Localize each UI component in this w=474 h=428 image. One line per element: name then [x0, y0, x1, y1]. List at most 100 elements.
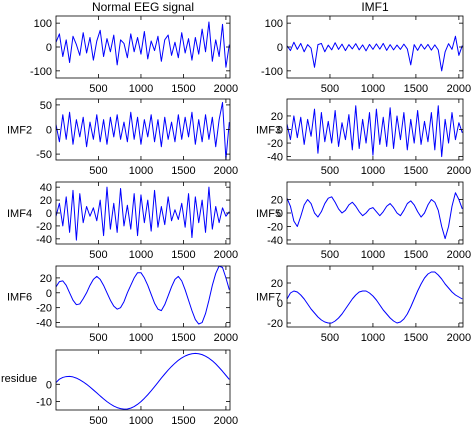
axes-frame [286, 181, 464, 245]
y-tick-label: 20 [271, 195, 283, 207]
y-tick-label: 20 [40, 195, 52, 207]
x-tick-label: 1500 [171, 83, 195, 95]
y-tick-label: 0 [277, 42, 283, 54]
y-tick-label: -20 [36, 303, 52, 315]
panel-9: 500 1000 1500 2000 0 -10 residue [1, 349, 238, 427]
y-tick-label: -50 [36, 149, 52, 161]
series-line [56, 101, 230, 160]
x-tick-label: 1500 [404, 165, 428, 177]
y-tick-label: 0 [46, 288, 52, 300]
y-tick-label: -40 [267, 235, 283, 247]
y-tick-label: 0 [277, 298, 283, 310]
x-tick-label: 1000 [361, 332, 385, 344]
x-tick-label: 1000 [361, 165, 385, 177]
panel-ylabel: IMF2 [7, 125, 32, 137]
series-line [56, 186, 230, 241]
y-tick-label: 0 [277, 125, 283, 137]
x-tick-label: 1500 [171, 332, 195, 344]
x-tick-label: 1500 [171, 165, 195, 177]
series-line [287, 192, 463, 240]
y-tick-label: 100 [265, 18, 283, 30]
panel-ylabel: IMF4 [7, 208, 32, 220]
y-tick-label: 100 [34, 18, 52, 30]
series-line [287, 271, 463, 324]
y-tick-label: 50 [40, 100, 52, 112]
x-tick-label: 1000 [361, 83, 385, 95]
y-tick-label: 0 [277, 208, 283, 220]
y-tick-label: 20 [40, 273, 52, 285]
panel-7: 500 1000 1500 2000 20 0 -20 -40 IMF6 [7, 265, 238, 344]
x-tick-label: 2000 [447, 83, 471, 95]
panel-title: IMF1 [361, 0, 389, 14]
y-tick-label: -20 [267, 318, 283, 330]
y-tick-label: -100 [30, 66, 52, 78]
x-tick-label: 500 [321, 332, 339, 344]
x-tick-label: 1500 [404, 83, 428, 95]
x-tick-label: 500 [89, 165, 107, 177]
y-tick-label: 0 [46, 125, 52, 137]
x-tick-label: 2000 [447, 332, 471, 344]
panel-ylabel: IMF5 [256, 208, 281, 220]
x-tick-label: 1000 [361, 249, 385, 261]
x-tick-label: 2000 [214, 332, 238, 344]
x-tick-label: 1000 [129, 415, 153, 427]
x-tick-label: 1000 [129, 332, 153, 344]
y-tick-label: -20 [267, 221, 283, 233]
x-tick-label: 1000 [129, 83, 153, 95]
panel-4: 500 1000 1500 2000 20 0-20 -40 IMF3 [256, 98, 471, 177]
panel-8: 500 1000 1500 2000 20 0 -20 IMF7 [256, 265, 471, 344]
series-line [56, 21, 230, 68]
x-tick-label: 2000 [214, 249, 238, 261]
series-line [287, 35, 463, 72]
x-tick-label: 500 [89, 332, 107, 344]
panel-ylabel: IMF3 [256, 125, 281, 137]
x-tick-label: 500 [89, 415, 107, 427]
series-line [56, 352, 230, 410]
panel-ylabel: IMF6 [7, 292, 32, 304]
y-tick-label: 40 [40, 182, 52, 194]
x-tick-label: 1000 [129, 165, 153, 177]
y-tick-label: -40 [36, 318, 52, 330]
panel-ylabel: residue [1, 373, 37, 385]
x-tick-label: 500 [321, 249, 339, 261]
x-tick-label: 2000 [447, 165, 471, 177]
x-tick-label: 1500 [171, 249, 195, 261]
x-tick-label: 1000 [129, 249, 153, 261]
y-tick-label: -20 [267, 138, 283, 150]
x-tick-label: 2000 [214, 165, 238, 177]
panel-ylabel: IMF7 [256, 292, 281, 304]
x-tick-label: 1500 [171, 415, 195, 427]
x-tick-label: 500 [89, 249, 107, 261]
x-tick-label: 500 [89, 83, 107, 95]
axes-frame [286, 265, 464, 328]
axes-frame [55, 349, 231, 411]
panel-title: Normal EEG signal [92, 0, 194, 14]
x-tick-label: 1500 [404, 249, 428, 261]
x-tick-label: 2000 [447, 249, 471, 261]
x-tick-label: 2000 [214, 415, 238, 427]
y-tick-label: -20 [36, 221, 52, 233]
y-tick-label: 20 [271, 278, 283, 290]
y-tick-label: -40 [36, 234, 52, 246]
y-tick-label: 0 [46, 208, 52, 220]
y-tick-label: -40 [267, 152, 283, 164]
x-tick-label: 500 [321, 83, 339, 95]
x-tick-label: 500 [321, 165, 339, 177]
axes-frame [55, 265, 231, 328]
series-line [56, 266, 230, 325]
y-tick-label: 0 [46, 42, 52, 54]
y-tick-label: -10 [36, 396, 52, 408]
series-line [287, 105, 463, 158]
axes-frame [55, 15, 231, 79]
x-tick-label: 1500 [404, 332, 428, 344]
y-tick-label: 20 [271, 111, 283, 123]
y-tick-label: 0 [46, 379, 52, 391]
y-tick-label: -100 [261, 66, 283, 78]
panel-6: 500 1000 1500 2000 200-20 -40 IMF5 [256, 181, 471, 261]
x-tick-label: 2000 [214, 83, 238, 95]
